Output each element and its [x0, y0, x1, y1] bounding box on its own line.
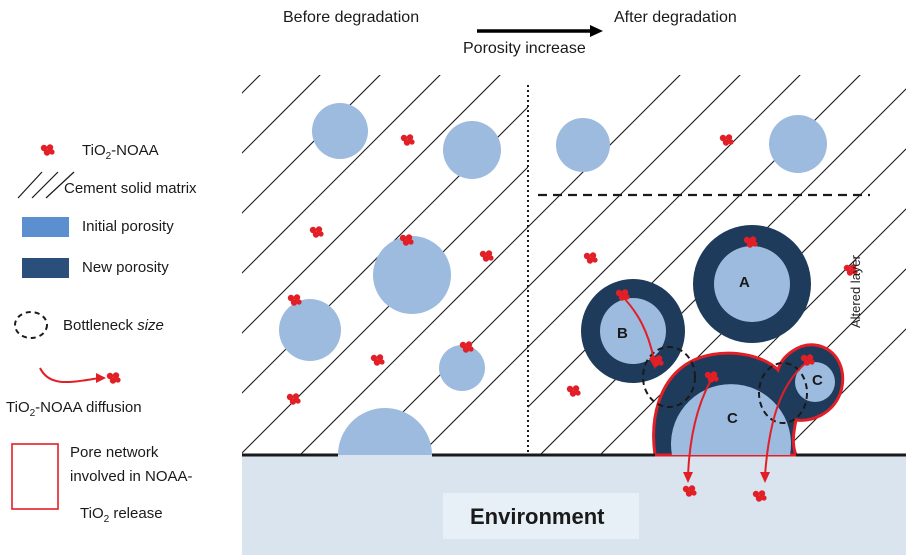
legend-diffusion-arrow — [39, 367, 101, 384]
legend-new-swatch — [22, 258, 69, 278]
pore-b-initial — [600, 298, 666, 364]
legend-network-label-line1: Pore network — [70, 444, 159, 461]
environment-label-box — [443, 493, 639, 539]
pore-b-label: B — [617, 325, 628, 342]
legend-bottleneck-label: Bottleneck size — [63, 317, 164, 334]
porosity-increase-label: Porosity increase — [463, 40, 586, 57]
bottleneck-markers — [642, 346, 808, 424]
pore — [338, 408, 432, 455]
pore — [279, 299, 341, 361]
legend-cement-label: Cement solid matrix — [64, 180, 197, 197]
legend-bottleneck-icon — [14, 311, 48, 339]
pore — [312, 103, 368, 159]
pore — [439, 345, 485, 391]
left-pores — [279, 103, 501, 455]
pore-c-small-initial — [795, 362, 835, 402]
pore-a-label: A — [739, 274, 750, 291]
altered-layer-label: Altered layer — [848, 255, 863, 328]
legend-particle-icon — [40, 144, 55, 156]
legend-diffusion-label: TiO2-NOAA diffusion — [6, 399, 142, 419]
legend-initial-porosity-label: Initial porosity — [82, 218, 174, 235]
pore-c-small-label: C — [812, 372, 823, 389]
pore-c-large-label: C — [727, 410, 738, 427]
legend-network-label-line2: involved in NOAA- — [70, 468, 193, 485]
environment-label: Environment — [470, 504, 605, 529]
pore — [443, 121, 501, 179]
porosity-arrow — [477, 25, 603, 37]
legend-initial-swatch — [22, 217, 69, 237]
before-degradation-label: Before degradation — [283, 9, 420, 26]
legend-cement-icon — [17, 171, 75, 199]
pore-a-initial — [714, 246, 790, 322]
diffusion-arrows — [39, 296, 808, 476]
legend-network-label-line3: TiO2 release — [80, 505, 163, 525]
legend-diffusion-particle-icon — [106, 372, 121, 384]
legend-network-swatch — [11, 443, 59, 510]
pore — [373, 236, 451, 314]
legend-new-porosity-label: New porosity — [82, 259, 169, 276]
after-degradation-label: After degradation — [614, 9, 737, 26]
legend-tio2-label: TiO2-NOAA — [82, 142, 159, 162]
